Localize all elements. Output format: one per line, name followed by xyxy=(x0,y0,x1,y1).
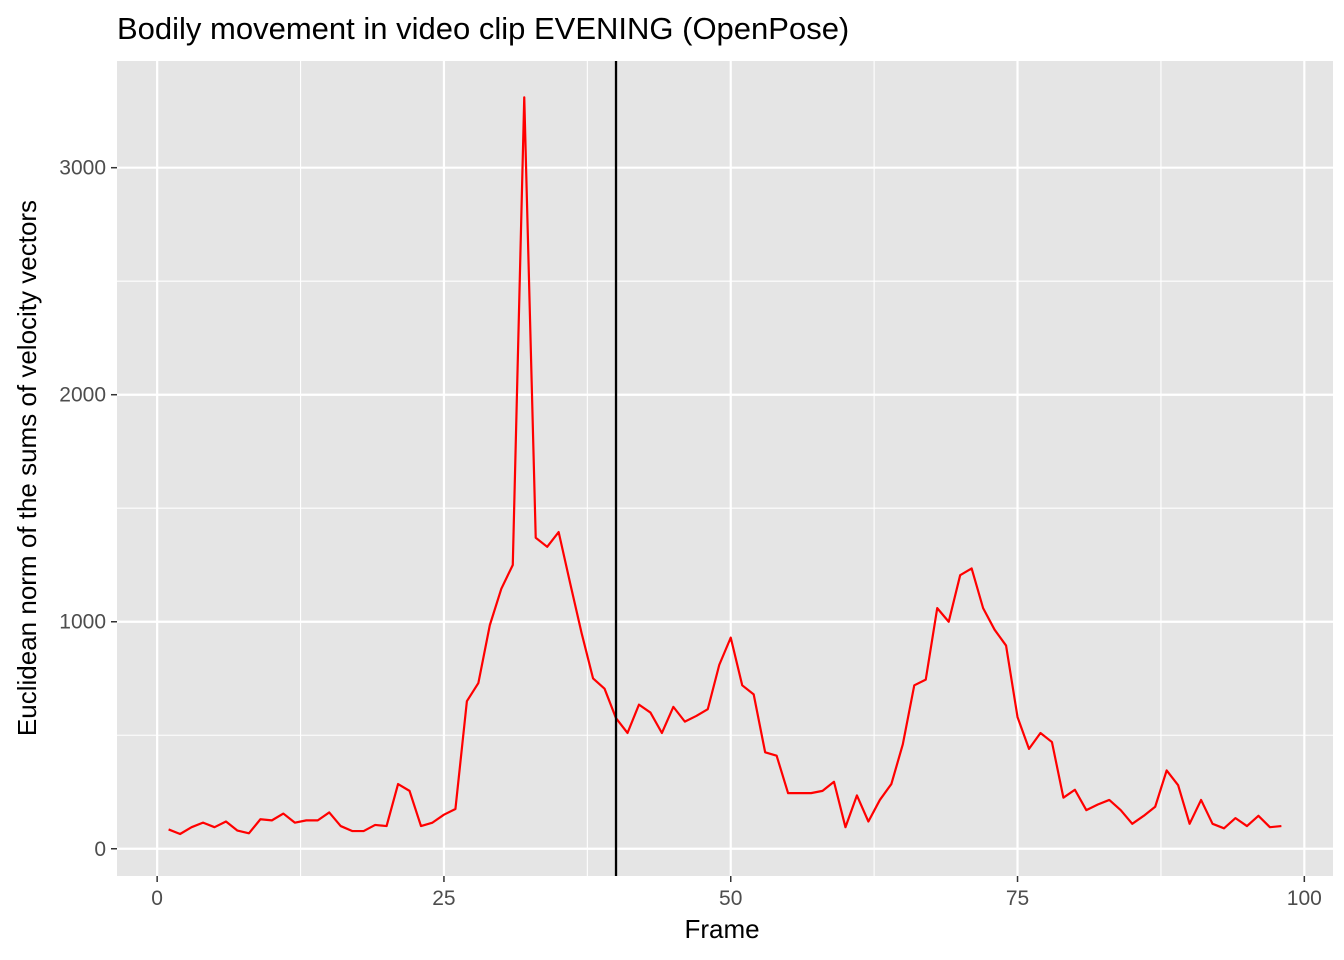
y-axis-title: Euclidean norm of the sums of velocity v… xyxy=(12,200,42,736)
y-tick-label: 0 xyxy=(94,838,106,861)
x-tick-label: 0 xyxy=(151,887,163,910)
y-tick-label: 1000 xyxy=(59,611,106,634)
x-tick-label: 100 xyxy=(1287,887,1322,910)
x-axis-ticks: 0 25 50 75 100 xyxy=(151,876,1322,910)
minor-gridlines xyxy=(117,61,1333,876)
x-tick-label: 75 xyxy=(1006,887,1029,910)
chart-title: Bodily movement in video clip EVENING (O… xyxy=(117,11,849,46)
y-tick-label: 3000 xyxy=(59,157,106,180)
x-axis-title: Frame xyxy=(684,914,759,944)
major-gridlines xyxy=(117,61,1333,876)
y-tick-label: 2000 xyxy=(59,384,106,407)
y-axis-ticks: 0 1000 2000 3000 xyxy=(59,157,117,861)
plot-panel xyxy=(117,61,1333,876)
series-line xyxy=(168,96,1282,836)
x-tick-label: 25 xyxy=(432,887,455,910)
x-tick-label: 50 xyxy=(719,887,742,910)
